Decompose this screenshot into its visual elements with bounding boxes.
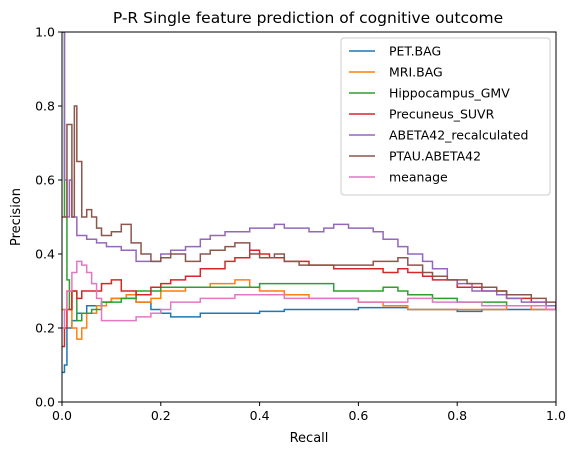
series-line-5 (62, 32, 556, 310)
y-tick-label: 0.8 (35, 99, 55, 114)
legend-box (340, 37, 551, 196)
y-tick-label: 0.6 (35, 173, 55, 188)
legend-label: PTAU.ABETA42 (389, 149, 481, 164)
legend-label: Precuneus_SUVR (389, 107, 495, 122)
x-tick-label: 0.6 (348, 408, 368, 423)
series-line-6 (62, 105, 556, 306)
legend-label: Hippocampus_GMV (389, 86, 510, 101)
y-tick-label: 1.0 (35, 25, 55, 40)
legend-label: meanage (389, 170, 448, 185)
ticks-layer: 0.0 0.2 0.4 0.6 0.8 1.0 0.0 0.2 0.4 0.6 0.8 1.0 (35, 25, 566, 424)
y-tick-label: 0.2 (35, 321, 55, 336)
series-layer (62, 32, 556, 374)
legend-label: PET.BAG (389, 44, 441, 59)
x-axis-label: Recall (290, 431, 329, 446)
y-tick-label: 0.4 (35, 247, 55, 262)
series-line-2 (62, 279, 556, 340)
y-axis-label: Precision (9, 188, 24, 246)
x-tick-label: 0.0 (52, 408, 72, 423)
x-tick-label: 0.4 (250, 408, 270, 423)
y-tick-label: 0.0 (35, 395, 55, 410)
legend-label: ABETA42_recalculated (389, 128, 528, 143)
chart-title: P-R Single feature prediction of cogniti… (113, 9, 503, 27)
legend-label: MRI.BAG (389, 65, 443, 80)
x-tick-label: 1.0 (546, 408, 566, 423)
series-line-7 (62, 260, 556, 329)
x-tick-label: 0.2 (151, 408, 171, 423)
plot-frame (61, 31, 557, 403)
x-tick-label: 0.8 (447, 408, 467, 423)
legend: PET.BAG MRI.BAG Hippocampus_GMV Precuneus_S… (340, 37, 551, 196)
